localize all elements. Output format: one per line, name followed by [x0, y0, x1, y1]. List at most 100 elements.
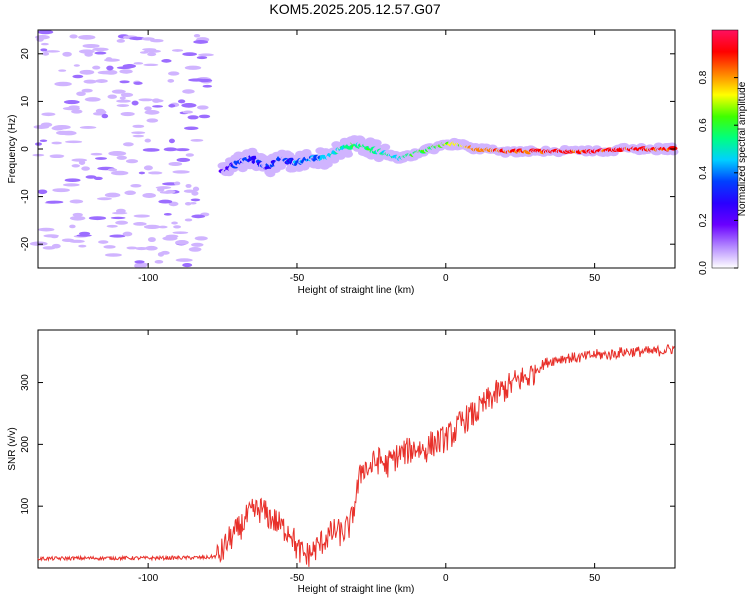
noise-cell — [175, 148, 190, 152]
spectrogram-x-tick-label: -100 — [138, 273, 158, 284]
noise-cell — [69, 199, 84, 204]
noise-cell — [107, 94, 118, 99]
noise-cell — [126, 246, 138, 250]
colorbar-gradient — [711, 29, 739, 269]
noise-cell — [69, 224, 76, 229]
noise-cell — [124, 190, 136, 196]
colorbar-tick-label: 0.2 — [698, 213, 709, 227]
noise-cell — [191, 242, 204, 247]
noise-cell — [185, 153, 194, 157]
noise-cell — [133, 62, 144, 65]
colorbar-ticks: 0.0 0.2 0.4 0.6 0.8 — [698, 70, 738, 275]
spectrogram-y-tick-label: 20 — [20, 48, 31, 60]
noise-cell — [131, 131, 146, 134]
noise-cell — [133, 81, 143, 85]
noise-cell — [78, 231, 91, 236]
noise-cell — [82, 43, 100, 48]
noise-cell — [83, 79, 97, 84]
noise-cell — [175, 240, 189, 245]
noise-cell — [62, 183, 80, 187]
noise-cell — [92, 47, 109, 52]
snr-x-tick-label: 50 — [589, 573, 601, 584]
noise-cell — [142, 148, 160, 152]
noise-cell — [122, 142, 134, 147]
noise-cell — [143, 224, 161, 230]
noise-cell — [116, 99, 131, 103]
noise-cell — [157, 187, 165, 192]
noise-cell — [106, 224, 118, 228]
ridge-halo — [380, 143, 391, 151]
noise-cell — [190, 139, 204, 142]
noise-cell — [119, 80, 130, 84]
snr-y-tick-label: 100 — [20, 497, 31, 514]
snr-x-label: Height of straight line (km) — [298, 584, 415, 595]
snr-panel: -100 -50 0 50 100 200 300 Height of straight … — [7, 329, 676, 595]
noise-cell — [116, 39, 126, 43]
noise-cell — [193, 34, 201, 38]
noise-cell — [194, 236, 208, 241]
noise-cell — [146, 118, 159, 123]
noise-cell — [135, 246, 148, 251]
colorbar-tick-label: 0.6 — [698, 118, 709, 132]
noise-cell — [152, 98, 161, 103]
noise-cell — [125, 159, 139, 164]
noise-cell — [172, 231, 189, 235]
ridge-halo — [342, 150, 353, 158]
noise-cell — [191, 214, 206, 219]
noise-cell — [37, 29, 54, 35]
noise-cell — [103, 245, 116, 249]
noise-cell — [189, 202, 197, 205]
noise-cell — [40, 48, 48, 52]
noise-cell — [84, 97, 101, 102]
noise-cell — [40, 122, 53, 127]
noise-cell — [198, 53, 214, 57]
noise-cell — [181, 103, 197, 108]
snr-x-tick-label: -100 — [138, 573, 158, 584]
noise-cell — [71, 109, 83, 114]
noise-cell — [98, 240, 109, 244]
noise-cell — [104, 253, 122, 257]
noise-cell — [167, 71, 180, 76]
noise-cell — [187, 115, 199, 120]
spectrogram-cells — [29, 29, 679, 269]
spectrogram-y-tick-label: -10 — [20, 189, 31, 204]
noise-cell — [188, 247, 202, 252]
noise-cell — [184, 126, 199, 130]
noise-cell — [171, 221, 178, 225]
noise-cell — [51, 243, 61, 249]
snr-y-label: SNR (v/v) — [7, 427, 18, 470]
noise-cell — [78, 244, 87, 248]
spectrogram-x-ticks: -100 -50 0 50 — [138, 30, 601, 284]
spectrogram-x-tick-label: -50 — [290, 273, 305, 284]
noise-cell — [110, 170, 129, 176]
noise-cell — [120, 92, 134, 97]
noise-cell — [190, 198, 201, 202]
ridge-halo — [284, 151, 295, 159]
noise-cell — [176, 157, 191, 163]
noise-cell — [63, 100, 80, 105]
noise-cell — [101, 113, 109, 119]
colorbar-label: Normalized spectral amplitude — [737, 81, 748, 216]
colorbar-tick-label: 0.0 — [698, 261, 709, 275]
ridge-halo — [371, 139, 382, 147]
noise-cell — [145, 245, 158, 251]
noise-cell — [107, 168, 118, 172]
colorbar: 0.0 0.2 0.4 0.6 0.8 Normalized spectral ampl… — [698, 29, 748, 275]
noise-cell — [88, 216, 107, 221]
noise-cell — [29, 241, 48, 246]
spectrogram-x-label: Height of straight line (km) — [298, 285, 415, 296]
noise-cell — [94, 157, 108, 160]
noise-cell — [81, 88, 93, 93]
noise-cell — [78, 160, 86, 166]
noise-cell — [90, 152, 103, 156]
noise-cell — [106, 65, 114, 71]
noise-cell — [43, 234, 59, 238]
noise-cell — [45, 200, 64, 204]
noise-cell — [37, 189, 48, 195]
snr-series-line — [37, 344, 675, 567]
noise-cell — [152, 105, 164, 108]
noise-cell — [173, 181, 181, 186]
noise-cell — [104, 192, 121, 198]
noise-cell — [119, 69, 133, 74]
